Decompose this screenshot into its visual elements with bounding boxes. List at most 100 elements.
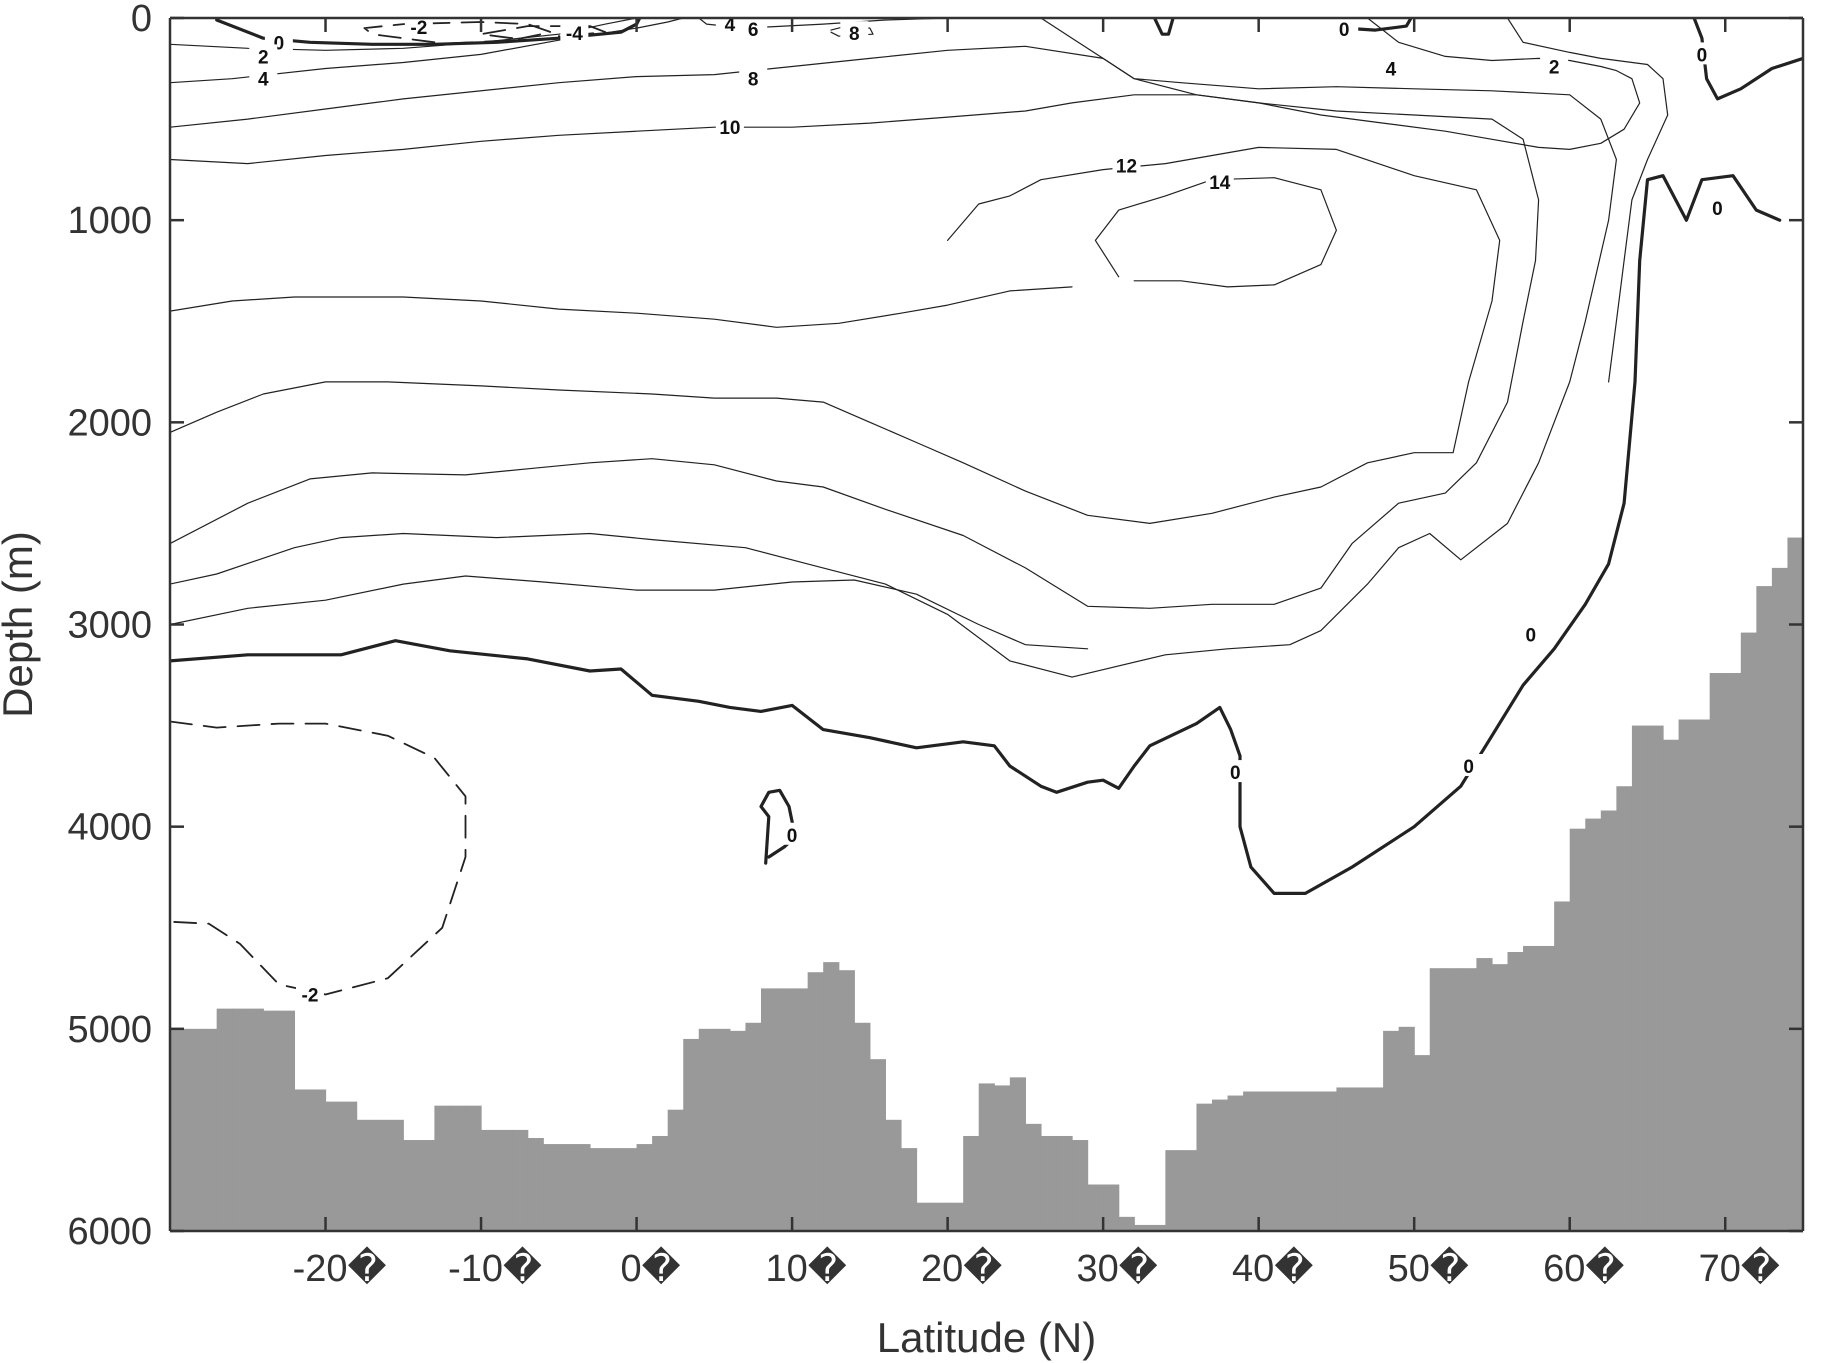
contour-label-bg [739, 17, 768, 40]
y-tick-label: 5000 [67, 1009, 152, 1051]
y-tick-label: 0 [131, 0, 152, 40]
bathymetry-bar [1647, 725, 1664, 1231]
bathymetry-bar [1009, 1077, 1026, 1231]
bathymetry-bar [1367, 1087, 1384, 1231]
y-axis-label: Depth (m) [0, 531, 41, 718]
x-tick-label: 70� [1699, 1246, 1780, 1290]
x-axis-label: Latitude (N) [877, 1314, 1096, 1361]
bathymetry-bar [325, 1101, 342, 1231]
bathymetry-bar [776, 988, 793, 1231]
contour-label: 0 [1526, 626, 1537, 647]
contour-label-bg [1540, 54, 1569, 77]
contour-label: 8 [849, 24, 860, 45]
bathymetry-bar [1445, 968, 1462, 1231]
bathymetry-bar [1491, 964, 1509, 1231]
bathymetry-bar [185, 1028, 202, 1231]
bathymetry-bar [760, 988, 778, 1231]
bathymetry-bar [1554, 901, 1571, 1231]
bathymetry-bar [947, 1202, 964, 1231]
bathymetry-bar [1523, 945, 1540, 1231]
bathymetry-bar [885, 1119, 902, 1231]
bathymetry-bar [263, 1010, 280, 1231]
contour-label: 0 [1463, 757, 1474, 778]
bathymetry-bar [1351, 1087, 1369, 1231]
x-tick-label: 40� [1232, 1246, 1313, 1290]
contour-lines [170, 18, 1803, 996]
contour-label-bg [840, 21, 869, 44]
bathymetry-bar [481, 1129, 498, 1231]
bathymetry-bar [232, 1008, 249, 1231]
bathymetry-bar [1165, 1150, 1182, 1231]
bathymetry-bar [1694, 719, 1711, 1231]
bathymetry-bar [496, 1129, 513, 1231]
bathymetry-bar [1134, 1224, 1151, 1231]
bathymetry-bar [1149, 1224, 1166, 1231]
bathymetry-bar [1398, 1026, 1415, 1231]
bathymetry-bar [434, 1105, 451, 1231]
bathymetry-bar [1569, 828, 1586, 1231]
bathymetry-bar [418, 1140, 435, 1231]
bathymetry-bar [1414, 1055, 1431, 1231]
contour-label-bg [1454, 754, 1483, 777]
bathymetry-bar [963, 1135, 980, 1231]
bathymetry-bar [574, 1144, 591, 1231]
bathymetry-bar [1025, 1123, 1042, 1231]
bathymetry-bar [1072, 1140, 1089, 1231]
bathymetry-bar [558, 1144, 575, 1231]
bathymetry-bar [1429, 968, 1446, 1231]
bathymetry-bar [512, 1129, 529, 1231]
contour-line-level-0 [1152, 18, 1175, 36]
contour-label-bg [778, 822, 807, 845]
contour-label: 2 [258, 47, 269, 68]
bathymetry-bar [745, 1022, 762, 1231]
contour-label-bg [1205, 169, 1234, 192]
contour-label: 0 [1339, 20, 1350, 41]
contour-label: 0 [787, 826, 798, 847]
bathymetry-bar [1243, 1091, 1260, 1231]
contour-label: 14 [1209, 173, 1231, 194]
contour-label-bg [1516, 622, 1545, 645]
bathymetry-bar [1196, 1103, 1213, 1231]
x-tick-label: 0� [621, 1246, 681, 1290]
contour-label: 0 [1230, 763, 1241, 784]
bathymetry-bar [1803, 610, 1819, 1231]
bathymetry-bar [527, 1138, 544, 1231]
bathymetry-bar [1460, 968, 1477, 1231]
bathymetry-bar [1212, 1099, 1229, 1231]
bathymetry-bar [1631, 725, 1649, 1231]
y-tick-label: 1000 [67, 200, 152, 242]
contour-label-bg [715, 115, 744, 138]
bathymetry-bar [994, 1085, 1011, 1231]
contour-label-bg [249, 44, 278, 67]
contour-label-bg [1703, 196, 1732, 219]
bathymetry-bar [1336, 1087, 1353, 1231]
bathymetry-bar [1725, 673, 1742, 1231]
bathymetry-bar [1180, 1150, 1198, 1231]
bathymetry-bar [1320, 1091, 1338, 1231]
contour-line-level-8 [170, 45, 1618, 678]
x-tick-label: -20� [293, 1246, 387, 1290]
bathymetry-bar [667, 1109, 684, 1231]
contour-label-bg [1330, 17, 1359, 40]
bathymetry-bar [1305, 1091, 1322, 1231]
bathymetry-bar [1600, 810, 1617, 1231]
bathymetry-bar [1227, 1095, 1244, 1231]
bathymetry-bar [1771, 567, 1789, 1231]
contour-label-bg [560, 21, 589, 44]
bathymetry-bar [356, 1119, 373, 1231]
x-tick-label: -10� [448, 1246, 542, 1290]
x-tick-label: 30� [1077, 1246, 1158, 1290]
bathymetry-bar [1383, 1030, 1400, 1231]
contour-label-bg [404, 15, 433, 38]
bathymetry-bar [1740, 632, 1757, 1231]
bathymetry-bar [838, 970, 855, 1231]
bathymetry-bar [1040, 1135, 1058, 1231]
x-tick-label: 10� [765, 1246, 846, 1290]
bathymetry-bar [621, 1148, 638, 1231]
bathymetry-bar [465, 1105, 482, 1231]
y-tick-label: 3000 [67, 605, 152, 647]
bathymetry-bar [1258, 1091, 1275, 1231]
contour-line-level-6 [698, 18, 949, 29]
